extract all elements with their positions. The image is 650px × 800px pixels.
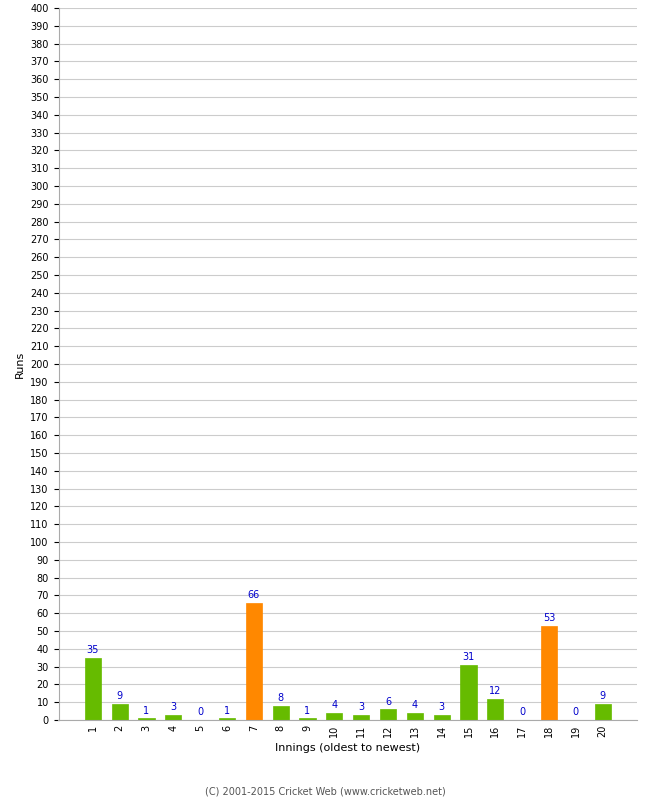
Text: 53: 53: [543, 613, 555, 623]
Text: 4: 4: [332, 700, 337, 710]
Bar: [112, 704, 128, 720]
Text: 9: 9: [599, 691, 606, 702]
Text: 3: 3: [170, 702, 176, 712]
Text: 1: 1: [144, 706, 150, 715]
Y-axis label: Runs: Runs: [14, 350, 25, 378]
Text: 0: 0: [573, 707, 579, 718]
Text: 8: 8: [278, 693, 284, 703]
Bar: [380, 710, 396, 720]
Bar: [407, 713, 423, 720]
Bar: [434, 714, 450, 720]
Bar: [488, 698, 503, 720]
Text: 4: 4: [411, 700, 418, 710]
Text: (C) 2001-2015 Cricket Web (www.cricketweb.net): (C) 2001-2015 Cricket Web (www.cricketwe…: [205, 786, 445, 796]
Bar: [84, 658, 101, 720]
Text: 35: 35: [86, 645, 99, 655]
Text: 31: 31: [462, 652, 474, 662]
Text: 3: 3: [358, 702, 364, 712]
Bar: [219, 718, 235, 720]
Text: 1: 1: [224, 706, 230, 715]
Bar: [272, 706, 289, 720]
Bar: [595, 704, 611, 720]
Text: 0: 0: [519, 707, 525, 718]
Text: 3: 3: [439, 702, 445, 712]
Bar: [300, 718, 315, 720]
Text: 1: 1: [304, 706, 311, 715]
Bar: [165, 714, 181, 720]
Text: 66: 66: [248, 590, 260, 600]
Text: 0: 0: [197, 707, 203, 718]
Text: 9: 9: [116, 691, 123, 702]
Text: 6: 6: [385, 697, 391, 706]
Bar: [326, 713, 343, 720]
Bar: [353, 714, 369, 720]
X-axis label: Innings (oldest to newest): Innings (oldest to newest): [275, 742, 421, 753]
Bar: [138, 718, 155, 720]
Bar: [246, 602, 262, 720]
Bar: [541, 626, 557, 720]
Bar: [460, 665, 476, 720]
Text: 12: 12: [489, 686, 502, 696]
